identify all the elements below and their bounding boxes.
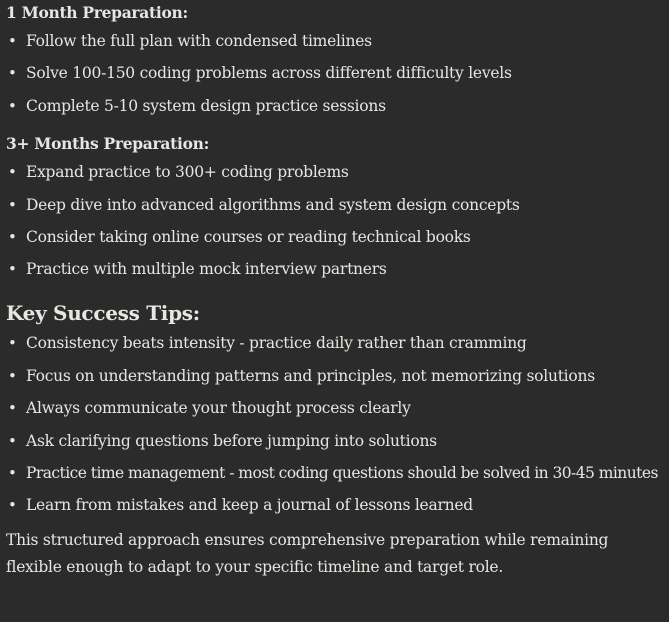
list-item: • Solve 100-150 coding problems across di… bbox=[6, 62, 669, 84]
bullet-icon: • bbox=[8, 334, 17, 353]
list-item-text: Ask clarifying questions before jumping … bbox=[26, 431, 437, 450]
bullet-icon: • bbox=[8, 399, 17, 418]
bullet-icon: • bbox=[8, 64, 17, 83]
one-month-list: • Follow the full plan with condensed tim… bbox=[6, 30, 669, 117]
list-item-text: Complete 5-10 system design practice ses… bbox=[26, 96, 386, 115]
list-item: • Follow the full plan with condensed tim… bbox=[6, 30, 669, 52]
three-months-list: • Expand practice to 300+ coding problems… bbox=[6, 161, 669, 280]
list-item: • Deep dive into advanced algorithms and … bbox=[6, 194, 669, 216]
bullet-icon: • bbox=[8, 195, 17, 214]
bullet-icon: • bbox=[8, 227, 17, 246]
bullet-icon: • bbox=[8, 431, 17, 450]
list-item-text: Consider taking online courses or readin… bbox=[26, 227, 471, 246]
key-success-tips-heading: Key Success Tips: bbox=[6, 301, 200, 326]
bullet-icon: • bbox=[8, 32, 17, 50]
list-item: • Complete 5-10 system design practice se… bbox=[6, 95, 669, 117]
list-item-text: Solve 100-150 coding problems across dif… bbox=[26, 64, 512, 83]
list-item: • Practice time management - most coding … bbox=[6, 462, 669, 484]
list-item: • Consistency beats intensity - practice … bbox=[6, 332, 669, 354]
bullet-icon: • bbox=[8, 496, 17, 515]
list-item: • Focus on understanding patterns and pri… bbox=[6, 365, 669, 387]
list-item-text: Always communicate your thought process … bbox=[26, 399, 411, 418]
list-item-text: Consistency beats intensity - practice d… bbox=[26, 334, 527, 353]
closing-paragraph: This structured approach ensures compreh… bbox=[6, 530, 609, 576]
bullet-icon: • bbox=[8, 463, 17, 482]
list-item-text: Focus on understanding patterns and prin… bbox=[26, 366, 595, 385]
list-item: • Ask clarifying questions before jumping… bbox=[6, 430, 669, 452]
bullet-icon: • bbox=[8, 163, 17, 182]
one-month-heading: 1 Month Preparation: bbox=[6, 3, 188, 22]
list-item-text: Practice with multiple mock interview pa… bbox=[26, 260, 387, 279]
list-item-text: Practice time management - most coding q… bbox=[26, 463, 658, 482]
bullet-icon: • bbox=[8, 96, 17, 115]
tips-list: • Consistency beats intensity - practice … bbox=[6, 332, 669, 516]
list-item-text: Follow the full plan with condensed time… bbox=[26, 32, 372, 50]
list-item: • Learn from mistakes and keep a journal … bbox=[6, 494, 669, 516]
bullet-icon: • bbox=[8, 366, 17, 385]
list-item: • Consider taking online courses or readi… bbox=[6, 226, 669, 248]
list-item: • Expand practice to 300+ coding problems bbox=[6, 161, 669, 183]
list-item: • Practice with multiple mock interview p… bbox=[6, 258, 669, 280]
list-item-text: Deep dive into advanced algorithms and s… bbox=[26, 195, 520, 214]
three-months-heading: 3+ Months Preparation: bbox=[6, 134, 210, 154]
list-item-text: Expand practice to 300+ coding problems bbox=[26, 163, 349, 182]
bullet-icon: • bbox=[8, 260, 17, 279]
list-item: • Always communicate your thought process… bbox=[6, 397, 669, 419]
list-item-text: Learn from mistakes and keep a journal o… bbox=[26, 496, 473, 515]
